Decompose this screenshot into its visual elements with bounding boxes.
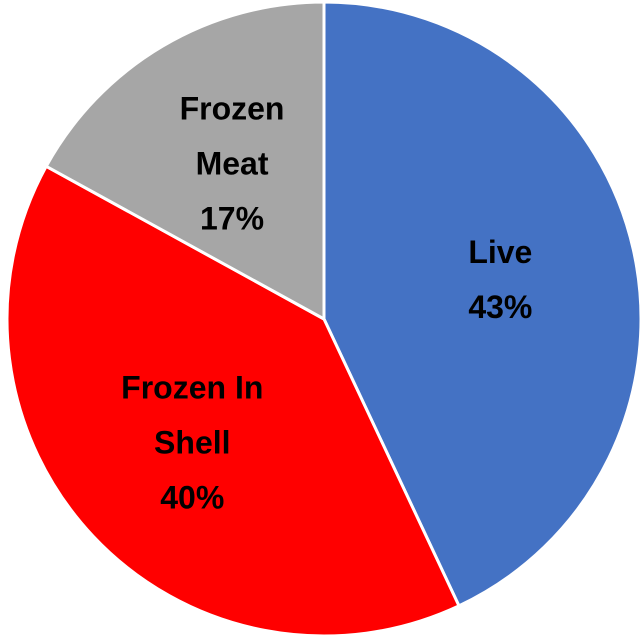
slice-category-label: Live [468,234,532,270]
slice-percent-label: 40% [160,480,224,516]
slice-category-label: Frozen [180,90,285,126]
slice-category-label: Frozen In [121,370,263,406]
slice-label-1: Frozen In Shell 40% [121,370,263,516]
slice-percent-label: 17% [200,200,264,236]
labels-layer: Live 43% Frozen In Shell 40% Frozen Meat 17% [121,90,532,515]
pie-slice-2 [44,0,326,321]
slice-percent-label: 43% [468,289,532,325]
pie-slice-1 [5,164,461,637]
slice-category-label: Shell [154,425,230,461]
slice-category-label: Meat [196,145,269,181]
slice-label-2: Frozen Meat 17% [180,90,285,236]
slices-layer [5,0,641,637]
slice-label-0: Live 43% [468,234,532,325]
pie-slice-0 [322,0,641,608]
